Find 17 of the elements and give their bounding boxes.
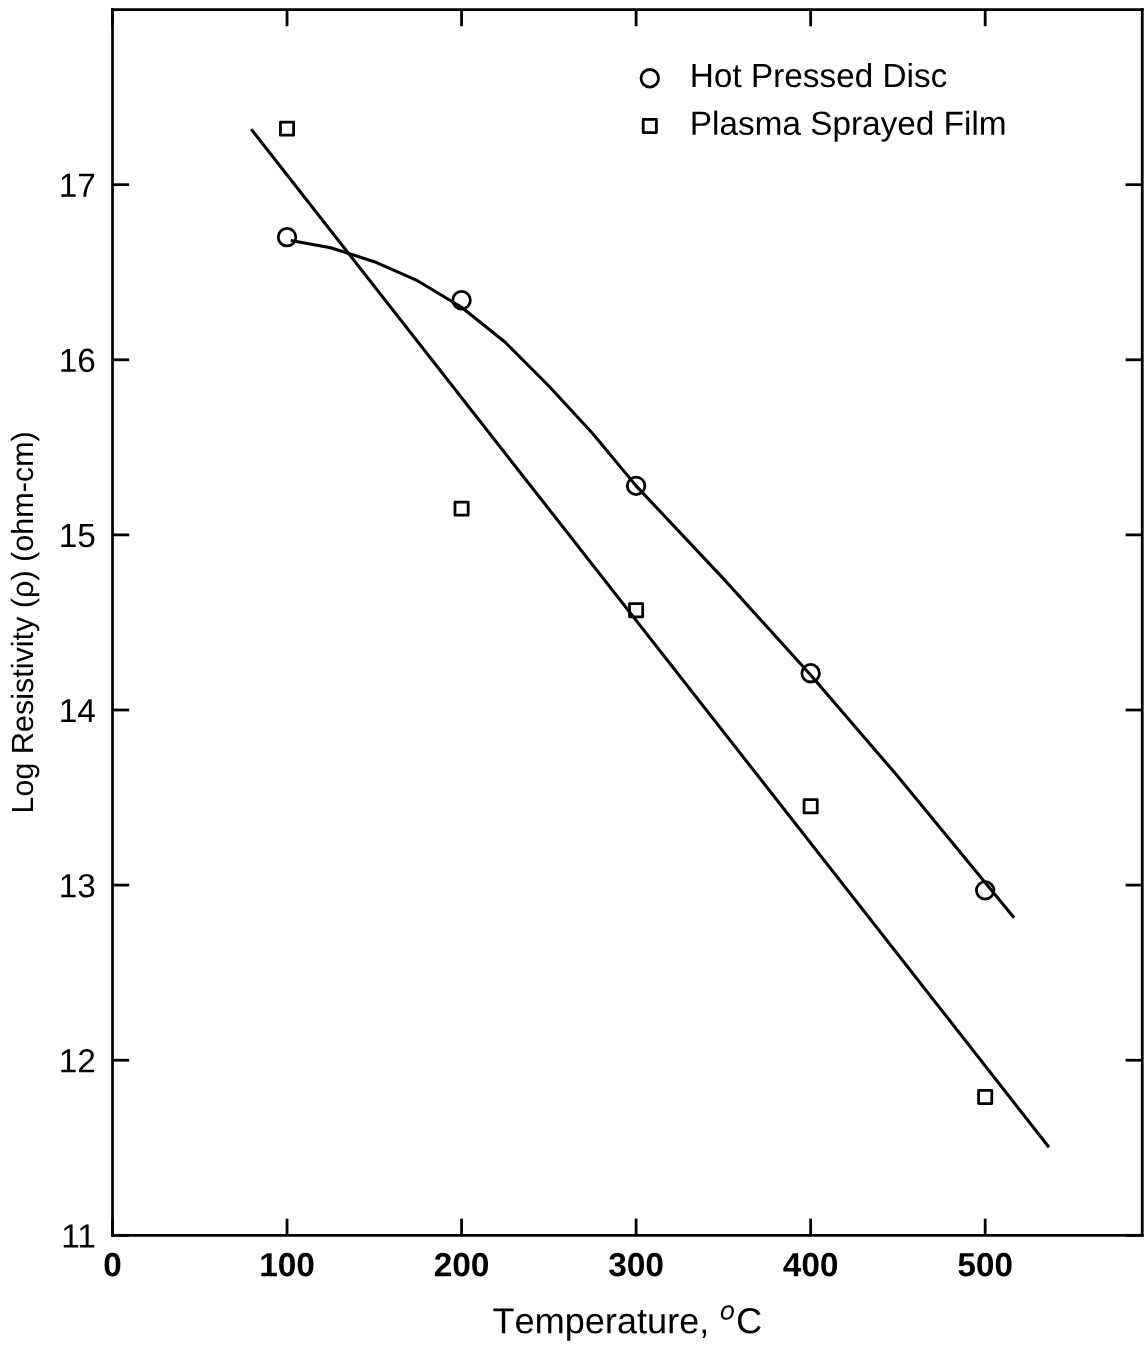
x-tick-label: 500 — [958, 1252, 1012, 1277]
y-tick-label: 11 — [63, 1224, 95, 1248]
x-tick-label: 400 — [783, 1252, 838, 1277]
y-tick-label: 16 — [61, 348, 95, 373]
y-tick-label: 12 — [61, 1049, 95, 1073]
y-tick-label: 17 — [61, 173, 95, 197]
legend-label: Plasma Sprayed Film — [692, 110, 1005, 142]
y-tick-label: 13 — [61, 873, 95, 898]
y-tick-label: 14 — [61, 699, 95, 723]
x-axis-title: Temperature, $^{o}$C — [493, 1305, 761, 1341]
x-tick-label: 100 — [261, 1252, 314, 1277]
x-tick-label: 200 — [434, 1252, 489, 1277]
y-axis-title: Log Resistivity (ρ) (ohm-cm) — [10, 433, 40, 812]
legend-label: Hot Pressed Disc — [692, 62, 947, 88]
x-tick-label: 0 — [104, 1252, 121, 1277]
x-tick-label: 300 — [609, 1252, 663, 1277]
y-tick-label: 15 — [61, 524, 95, 548]
